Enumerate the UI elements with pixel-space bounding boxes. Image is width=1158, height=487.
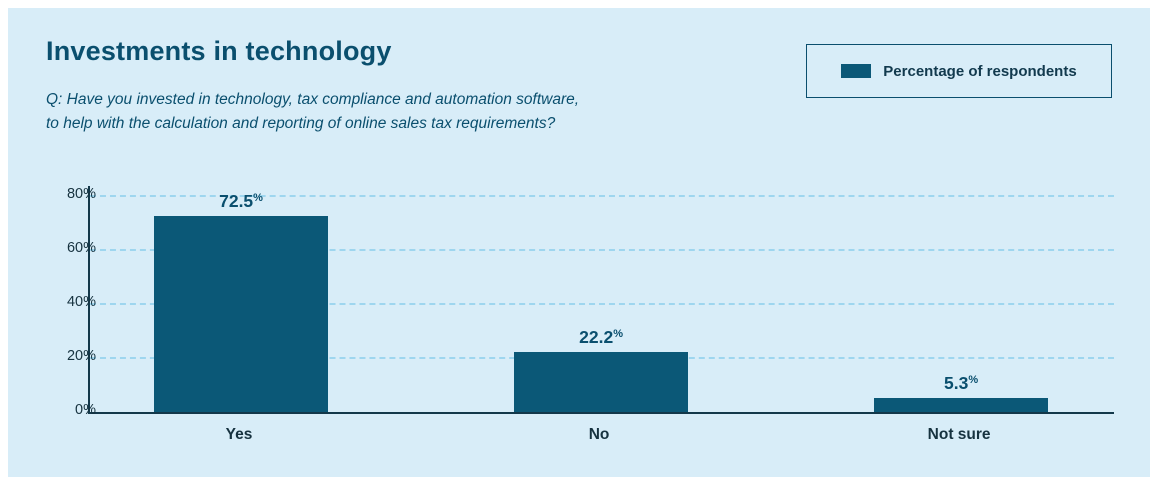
- legend-label: Percentage of respondents: [883, 62, 1077, 80]
- gridline-80: [90, 195, 1114, 197]
- question-line-2: to help with the calculation and reporti…: [46, 115, 556, 132]
- percent-sign: %: [613, 328, 623, 341]
- chart-panel: Investments in technology Q: Have you in…: [8, 8, 1150, 477]
- chart-question: Q: Have you invested in technology, tax …: [46, 88, 579, 136]
- y-tick-20: 20%: [66, 348, 96, 364]
- y-tick-80: 80%: [66, 186, 96, 202]
- gridline-40: [90, 303, 1114, 305]
- bar-not-sure: [874, 397, 1049, 412]
- bar-yes: [154, 216, 329, 412]
- x-label-yes: Yes: [225, 426, 253, 443]
- bar-value-label: 22.2%: [579, 327, 623, 348]
- y-tick-60: 60%: [66, 240, 96, 256]
- question-line-1: Q: Have you invested in technology, tax …: [46, 91, 580, 108]
- y-tick-0: 0%: [75, 402, 96, 418]
- percent-sign: %: [968, 373, 979, 386]
- bar-no: [514, 352, 689, 412]
- bar-value-label: 72.5%: [219, 191, 263, 212]
- gridline-60: [90, 249, 1114, 251]
- bar-chart: 72.5% 22.2% 5.3%: [88, 186, 1114, 414]
- x-label-no: No: [588, 426, 610, 443]
- legend-swatch-icon: [841, 64, 872, 78]
- page-title: Investments in technology: [46, 36, 392, 66]
- y-tick-40: 40%: [66, 294, 96, 310]
- percent-sign: %: [253, 192, 263, 205]
- x-label-not-sure: Not sure: [927, 426, 991, 443]
- bar-value-label: 5.3%: [944, 372, 979, 393]
- legend: Percentage of respondents: [806, 44, 1112, 98]
